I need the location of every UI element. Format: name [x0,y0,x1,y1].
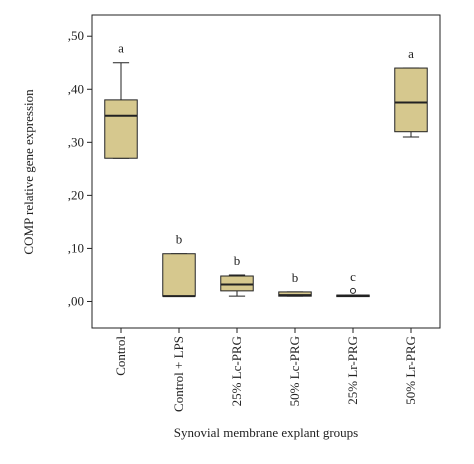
box [162,253,196,297]
box [104,99,138,159]
x-tick-label: Control [113,336,128,376]
x-axis-title: Synovial membrane explant groups [174,425,359,440]
x-tick-label: 25% Lc-PRG [229,336,244,406]
x-tick-label: 25% Lr-PRG [345,336,360,405]
y-tick-label: ,10 [68,240,84,255]
y-tick-label: ,00 [68,293,84,308]
group-letter: b [292,270,299,285]
outlier [350,287,356,294]
x-tick-label: Control + LPS [171,336,186,412]
group-letter: a [408,46,414,61]
group-letter: c [350,269,356,284]
y-tick-label: ,30 [68,134,84,149]
y-axis-title: COMP relative gene expression [21,89,36,255]
plot-frame [91,14,441,329]
box [220,275,254,292]
x-tick-label: 50% Lr-PRG [403,336,418,405]
y-tick-label: ,40 [68,81,84,96]
group-letter: b [234,253,241,268]
group-letter: b [176,232,183,247]
group-letter: a [118,41,124,56]
x-tick-label: 50% Lc-PRG [287,336,302,406]
y-tick-label: ,20 [68,187,84,202]
y-tick-label: ,50 [68,28,84,43]
box [278,291,312,297]
box [394,67,428,133]
